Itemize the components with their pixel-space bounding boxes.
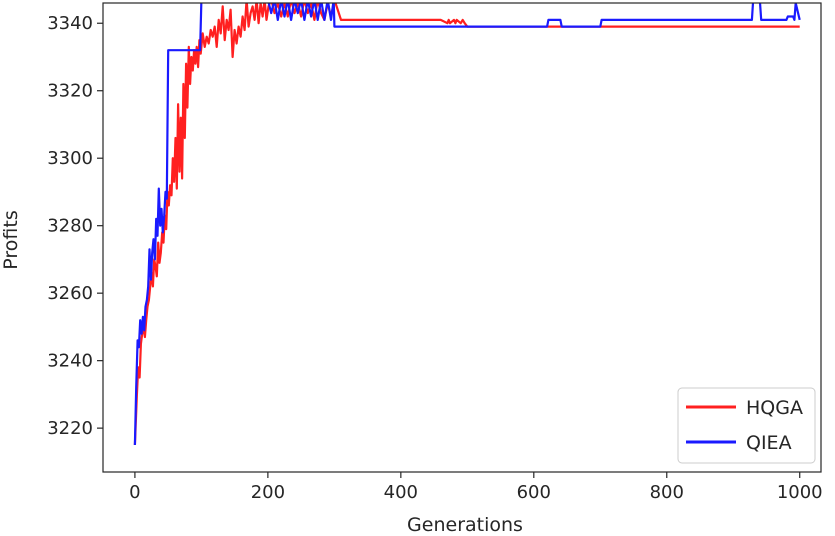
x-tick-label: 1000	[777, 482, 823, 503]
series-layer	[133, 3, 801, 446]
x-tick-label: 0	[129, 482, 140, 503]
x-axis: 0 200 400 600 800 1000	[129, 472, 823, 503]
y-tick-label: 3300	[47, 148, 93, 169]
x-tick-label: 800	[650, 482, 684, 503]
legend-label-hqga: HQGA	[746, 397, 803, 419]
x-tick-label: 200	[251, 482, 285, 503]
y-tick-label: 3220	[47, 418, 93, 439]
legend: HQGA QIEA	[677, 387, 816, 464]
x-tick-label: 400	[384, 482, 418, 503]
y-tick-label: 3340	[47, 13, 93, 34]
legend-label-qiea: QIEA	[746, 432, 792, 454]
y-axis-label: Profits	[0, 210, 22, 269]
y-tick-label: 3240	[47, 351, 93, 372]
y-tick-label: 3260	[47, 283, 93, 304]
series-line-qiea	[133, 3, 801, 446]
series-line-hqga	[133, 3, 800, 446]
y-tick-label: 3280	[47, 216, 93, 237]
x-tick-label: 600	[517, 482, 551, 503]
plot-frame	[102, 2, 822, 473]
x-axis-label: Generations	[407, 514, 523, 536]
y-axis: 3220 3240 3260 3280 3300 3320 3340	[47, 13, 103, 439]
y-tick-label: 3320	[47, 81, 93, 102]
